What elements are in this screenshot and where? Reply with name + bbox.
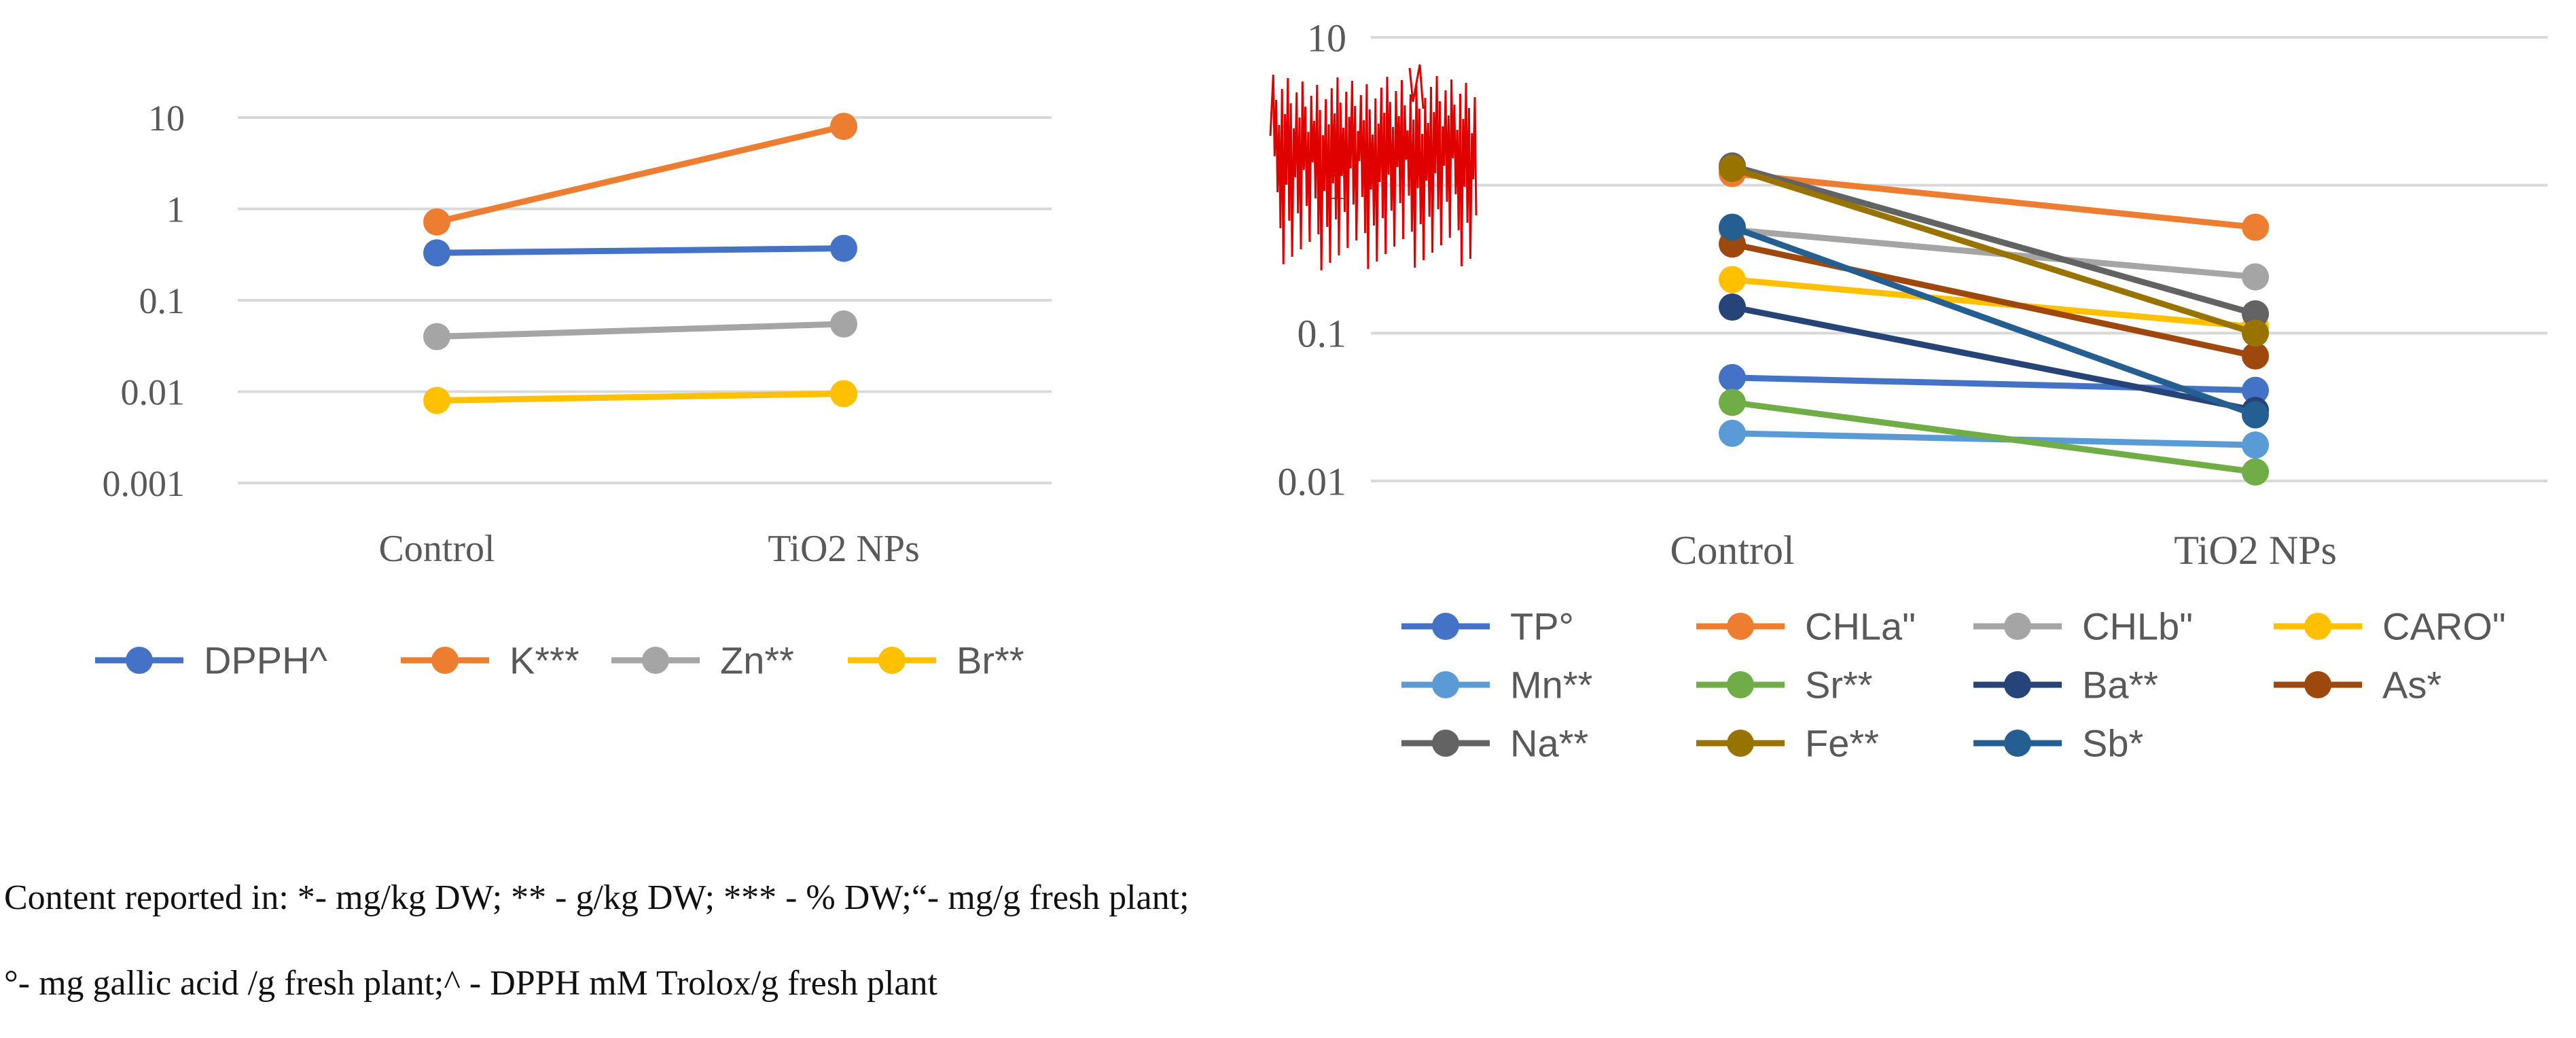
- right-data-point-chla: [2242, 213, 2269, 241]
- right-legend-label-sr: Sr**: [1805, 664, 1873, 706]
- left-y-tick-label: 0.001: [103, 463, 185, 504]
- right-legend-marker-caro: [2304, 613, 2331, 640]
- right-data-point-chlb: [2242, 263, 2269, 291]
- left-legend-label-dpph: DPPH^: [204, 639, 327, 682]
- right-y-tick-label: 0.1: [1298, 312, 1347, 356]
- right-legend-label-chlb: CHLb": [2082, 605, 2193, 648]
- right-series-line-chla: [1729, 170, 2259, 230]
- right-y-tick-label: 10: [1307, 16, 1346, 60]
- right-legend-label-as: As*: [2382, 664, 2441, 706]
- right-legend-label-mn: Mn**: [1510, 664, 1592, 706]
- right-data-point-caro: [1719, 266, 1746, 293]
- right-legend-label-na: Na**: [1510, 722, 1588, 765]
- left-data-point-zn: [830, 310, 857, 338]
- left-data-point-zn: [423, 323, 450, 351]
- right-data-point-sr: [2242, 458, 2269, 486]
- right-data-point-fe: [2242, 319, 2269, 347]
- right-data-point-tp: [2242, 376, 2269, 404]
- right-legend-marker-chlb: [2004, 613, 2031, 640]
- right-series-line-fe: [1729, 165, 2259, 336]
- right-data-point-mn: [1719, 419, 1746, 447]
- left-legend-label-zn: Zn**: [720, 639, 794, 682]
- red-scribble-path: [1269, 74, 1478, 271]
- right-data-point-as: [2242, 342, 2269, 370]
- right-legend-marker-sb: [2004, 730, 2031, 757]
- left-data-point-k: [830, 113, 857, 141]
- left-legend-marker-k: [431, 647, 459, 674]
- right-series-line-na: [1729, 162, 2259, 317]
- footnote-line-2: °- mg gallic acid /g fresh plant;^ - DPP…: [4, 964, 937, 1003]
- left-y-tick-label: 0.1: [139, 281, 185, 321]
- right-series-line-caro: [1729, 276, 2259, 330]
- right-legend-marker-chla: [1727, 613, 1754, 640]
- right-data-point-fe: [1719, 154, 1746, 182]
- left-legend-marker-br: [878, 647, 906, 674]
- right-legend-label-chla: CHLa": [1805, 605, 1916, 648]
- right-legend-marker-ba: [2004, 671, 2031, 698]
- left-data-point-dpph: [423, 239, 450, 267]
- left-y-tick-label: 1: [166, 189, 185, 230]
- right-data-point-tp: [1719, 363, 1746, 391]
- right-x-tick-label: TiO2 NPs: [2174, 528, 2337, 573]
- right-legend-label-tp: TP°: [1510, 605, 1574, 648]
- right-data-point-sb: [1719, 213, 1746, 241]
- right-series-line-as: [1729, 240, 2259, 359]
- left-series-line-k: [433, 123, 847, 226]
- right-legend-marker-as: [2304, 671, 2331, 698]
- left-series-line-dpph: [433, 245, 847, 256]
- left-data-point-br: [830, 380, 857, 408]
- left-y-tick-label: 0.01: [121, 372, 185, 412]
- right-data-point-sb: [2242, 401, 2269, 429]
- right-legend-marker-na: [1432, 730, 1459, 757]
- right-x-tick-label: Control: [1670, 528, 1794, 573]
- left-legend-marker-zn: [642, 647, 669, 674]
- right-legend-marker-mn: [1432, 671, 1459, 698]
- footnote-line-1: Content reported in: *- mg/kg DW; ** - g…: [4, 878, 1189, 917]
- right-data-point-sr: [1719, 389, 1746, 416]
- right-series-line-sr: [1729, 399, 2259, 476]
- red-scribble-path: [1408, 64, 1425, 109]
- right-legend-marker-fe: [1727, 730, 1754, 757]
- right-data-point-mn: [2242, 431, 2269, 459]
- right-series-line-tp: [1729, 374, 2259, 394]
- left-legend-label-br: Br**: [956, 639, 1024, 682]
- left-x-tick-label: TiO2 NPs: [768, 528, 920, 570]
- left-y-tick-label: 10: [148, 98, 185, 139]
- left-legend-marker-dpph: [126, 647, 153, 674]
- right-legend-label-fe: Fe**: [1805, 722, 1879, 765]
- left-data-point-br: [423, 387, 450, 414]
- left-data-point-dpph: [830, 234, 857, 262]
- right-y-tick-label: 0.01: [1278, 459, 1347, 503]
- chart-left: 0.001 0.01 0.1 1 10 Control TiO2 NPs DPPH^ K*** Z…: [95, 98, 1052, 682]
- right-data-point-na: [2242, 300, 2269, 327]
- red-scribble-overlay: [1269, 64, 1478, 271]
- right-series-line-ba: [1729, 304, 2259, 414]
- left-data-point-k: [423, 208, 450, 236]
- left-legend-label-k: K***: [509, 639, 579, 682]
- right-legend-label-ba: Ba**: [2082, 664, 2158, 706]
- right-legend-label-sb: Sb*: [2082, 722, 2143, 765]
- right-series-line-sb: [1729, 223, 2259, 418]
- right-legend-marker-sr: [1727, 671, 1754, 698]
- right-legend-label-caro: CARO": [2382, 605, 2506, 648]
- left-series-line-zn: [433, 321, 847, 340]
- right-data-point-ba: [1719, 293, 1746, 321]
- left-x-tick-label: Control: [378, 528, 495, 570]
- left-series-line-br: [433, 390, 847, 404]
- right-legend-marker-tp: [1432, 613, 1459, 640]
